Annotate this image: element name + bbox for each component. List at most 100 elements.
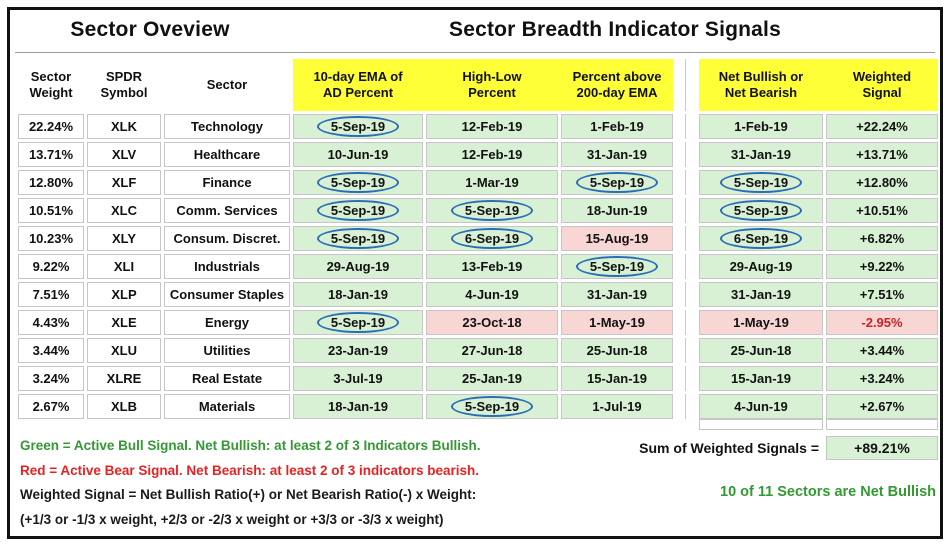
- sector-cell: Industrials: [164, 254, 290, 279]
- column-gap: [676, 254, 696, 279]
- signal-cell-ad-percent: 5-Sep-19: [293, 114, 423, 139]
- weight-cell: 10.51%: [18, 198, 84, 223]
- report-panel: Sector Oveview Sector Breadth Indicator …: [7, 7, 943, 539]
- signal-cell-ad-percent: 5-Sep-19: [293, 170, 423, 195]
- section-title-breadth-signals: Sector Breadth Indicator Signals: [449, 18, 781, 41]
- legend-formula-line2: (+1/3 or -1/3 x weight, +2/3 or -2/3 x w…: [20, 511, 444, 527]
- title-divider: [15, 52, 935, 53]
- net-bullish-count-note: 10 of 11 Sectors are Net Bullish: [720, 484, 936, 500]
- sector-cell: Healthcare: [164, 142, 290, 167]
- table-row: 3.44% XLU Utilities 23-Jan-19 27-Jun-18 …: [18, 338, 938, 363]
- column-gap: [676, 282, 696, 307]
- table-header-row: Sector Weight SPDR Symbol Sector 10-day …: [18, 59, 938, 111]
- col-header-above-ema: Percent above 200-day EMA: [572, 69, 662, 100]
- col-header-sector: Sector: [206, 77, 248, 92]
- weighted-value: +6.82%: [859, 231, 905, 246]
- column-gap: [676, 226, 696, 251]
- signal-date: 6-Sep-19: [450, 228, 534, 249]
- weight-cell: 9.22%: [18, 254, 84, 279]
- signal-cell-above-ema: 5-Sep-19: [561, 170, 673, 195]
- signal-cell-high-low: 13-Feb-19: [426, 254, 558, 279]
- net-signal-cell: 31-Jan-19: [699, 142, 823, 167]
- signal-date: 31-Jan-19: [587, 147, 647, 162]
- column-gap: [676, 366, 696, 391]
- signal-date: 4-Jun-19: [465, 287, 519, 302]
- net-signal-cell: 25-Jun-18: [699, 338, 823, 363]
- signal-cell-ad-percent: 18-Jan-19: [293, 282, 423, 307]
- signal-cell-above-ema: 31-Jan-19: [561, 282, 673, 307]
- table-row: 2.67% XLB Materials 18-Jan-19 5-Sep-19 1…: [18, 394, 938, 419]
- weighted-value: +3.24%: [859, 371, 905, 386]
- signal-date: 5-Sep-19: [316, 228, 400, 249]
- signal-cell-ad-percent: 10-Jun-19: [293, 142, 423, 167]
- sum-weighted-signals-value: +89.21%: [826, 436, 938, 460]
- sector-signals-table: Sector Weight SPDR Symbol Sector 10-day …: [18, 59, 938, 422]
- signal-date: 25-Jun-18: [586, 343, 648, 358]
- signal-cell-ad-percent: 29-Aug-19: [293, 254, 423, 279]
- weight-cell: 22.24%: [18, 114, 84, 139]
- weighted-value: +3.44%: [859, 343, 905, 358]
- weight-cell: 4.43%: [18, 310, 84, 335]
- indicator-header-group: 10-day EMA of AD Percent High-Low Percen…: [293, 59, 673, 111]
- weighted-value: +2.67%: [859, 399, 905, 414]
- sector-cell: Real Estate: [164, 366, 290, 391]
- column-gap: [676, 198, 696, 223]
- legend-bear-line: Red = Active Bear Signal. Net Bearish: a…: [20, 462, 480, 478]
- signal-date: 12-Feb-19: [461, 119, 523, 134]
- col-header-net-bullish: Net Bullish or Net Bearish: [718, 69, 804, 100]
- signal-cell-ad-percent: 5-Sep-19: [293, 226, 423, 251]
- column-gap: [676, 338, 696, 363]
- sector-cell: Comm. Services: [164, 198, 290, 223]
- column-gap: [676, 310, 696, 335]
- weight-cell: 13.71%: [18, 142, 84, 167]
- symbol-cell: XLY: [87, 226, 161, 251]
- signal-date: 5-Sep-19: [316, 200, 400, 221]
- signal-date: 23-Jan-19: [328, 343, 388, 358]
- symbol-cell: XLRE: [87, 366, 161, 391]
- signal-cell-above-ema: 18-Jun-19: [561, 198, 673, 223]
- weight-cell: 2.67%: [18, 394, 84, 419]
- signal-cell-high-low: 25-Jan-19: [426, 366, 558, 391]
- sector-cell: Materials: [164, 394, 290, 419]
- signal-date: 12-Feb-19: [461, 147, 523, 162]
- weighted-signal-cell: +3.44%: [826, 338, 938, 363]
- net-signal-cell: 5-Sep-19: [699, 198, 823, 223]
- net-signal-cell: 31-Jan-19: [699, 282, 823, 307]
- signal-cell-high-low: 12-Feb-19: [426, 142, 558, 167]
- weighted-value: +9.22%: [859, 259, 905, 274]
- sector-cell: Consumer Staples: [164, 282, 290, 307]
- signal-date: 1-Feb-19: [734, 119, 788, 134]
- signal-cell-above-ema: 15-Aug-19: [561, 226, 673, 251]
- weighted-signal-cell: -2.95%: [826, 310, 938, 335]
- table-row: 22.24% XLK Technology 5-Sep-19 12-Feb-19…: [18, 114, 938, 139]
- weight-cell: 3.44%: [18, 338, 84, 363]
- signal-cell-high-low: 1-Mar-19: [426, 170, 558, 195]
- signal-date: 25-Jun-18: [730, 343, 792, 358]
- signal-cell-high-low: 5-Sep-19: [426, 198, 558, 223]
- signal-cell-high-low: 23-Oct-18: [426, 310, 558, 335]
- column-gap: [676, 142, 696, 167]
- signal-date: 29-Aug-19: [729, 259, 793, 274]
- signal-date: 5-Sep-19: [316, 116, 400, 137]
- signal-date: 15-Jan-19: [587, 371, 647, 386]
- signal-date: 31-Jan-19: [731, 287, 791, 302]
- signal-date: 5-Sep-19: [316, 312, 400, 333]
- weight-cell: 12.80%: [18, 170, 84, 195]
- signal-date: 13-Feb-19: [461, 259, 523, 274]
- signal-cell-ad-percent: 18-Jan-19: [293, 394, 423, 419]
- signal-cell-above-ema: 1-Feb-19: [561, 114, 673, 139]
- signal-cell-ad-percent: 5-Sep-19: [293, 198, 423, 223]
- signal-date: 15-Jan-19: [731, 371, 791, 386]
- table-row: 3.24% XLRE Real Estate 3-Jul-19 25-Jan-1…: [18, 366, 938, 391]
- table-row: 7.51% XLP Consumer Staples 18-Jan-19 4-J…: [18, 282, 938, 307]
- weighted-signal-cell: +9.22%: [826, 254, 938, 279]
- sector-cell: Energy: [164, 310, 290, 335]
- net-signal-cell: 4-Jun-19: [699, 394, 823, 419]
- net-signal-cell: 15-Jan-19: [699, 366, 823, 391]
- col-header-sector-weight: Sector Weight: [29, 69, 73, 100]
- signal-cell-ad-percent: 23-Jan-19: [293, 338, 423, 363]
- signal-date: 5-Sep-19: [450, 200, 534, 221]
- symbol-cell: XLF: [87, 170, 161, 195]
- column-gap: [676, 394, 696, 419]
- net-signal-cell: 29-Aug-19: [699, 254, 823, 279]
